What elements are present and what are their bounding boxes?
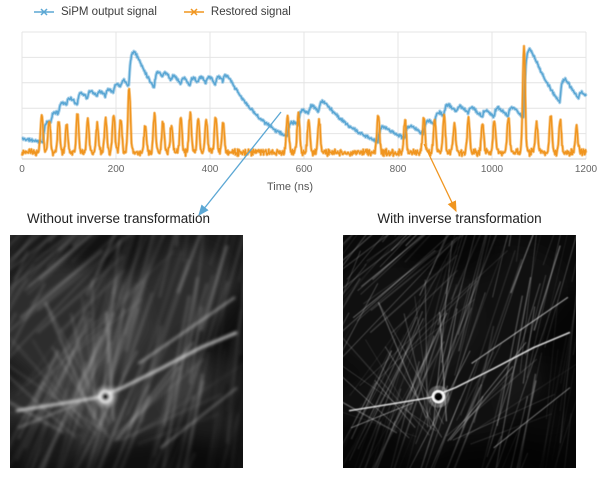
x-tick-label: 600 (296, 164, 313, 175)
x-axis-title: Time (ns) (267, 181, 313, 193)
legend-item-sipm: SiPM output signal (33, 6, 157, 18)
ring-structure (98, 389, 113, 404)
dark-regions (10, 235, 243, 468)
x-tick-label: 0 (19, 164, 25, 175)
dark-regions (343, 235, 576, 468)
legend-label-sipm: SiPM output signal (61, 6, 157, 18)
x-tick-label: 1200 (575, 164, 598, 175)
chart-legend: SiPM output signal Restored signal (33, 6, 291, 18)
legend-label-restored: Restored signal (210, 6, 291, 18)
bright-streaks (348, 296, 571, 449)
x-tick-label: 200 (108, 164, 125, 175)
micrograph-with-inverse (343, 235, 576, 468)
ring-structure-glow (427, 385, 450, 408)
x-tick-label: 800 (390, 164, 407, 175)
ring-structure (431, 389, 446, 404)
line-x-marker-icon (34, 8, 54, 16)
signal-chart: 0 200 400 600 800 1000 1200 Time (ns) (19, 31, 598, 193)
caption-with-inverse: With inverse transformation (377, 211, 542, 226)
chart-traces (20, 44, 588, 158)
legend-item-restored: Restored signal (183, 6, 291, 18)
micrograph-without-inverse (10, 235, 243, 468)
x-tick-label: 1000 (481, 164, 504, 175)
trace-sipm (21, 47, 587, 144)
x-axis-tick-labels: 0 200 400 600 800 1000 1200 (19, 164, 597, 175)
line-x-marker-icon (183, 8, 204, 16)
bright-streaks (15, 296, 238, 449)
trace-restored (21, 45, 587, 157)
ring-structure-glow (94, 385, 117, 408)
caption-without-inverse: Without inverse transformation (26, 211, 211, 226)
x-tick-label: 400 (202, 164, 219, 175)
